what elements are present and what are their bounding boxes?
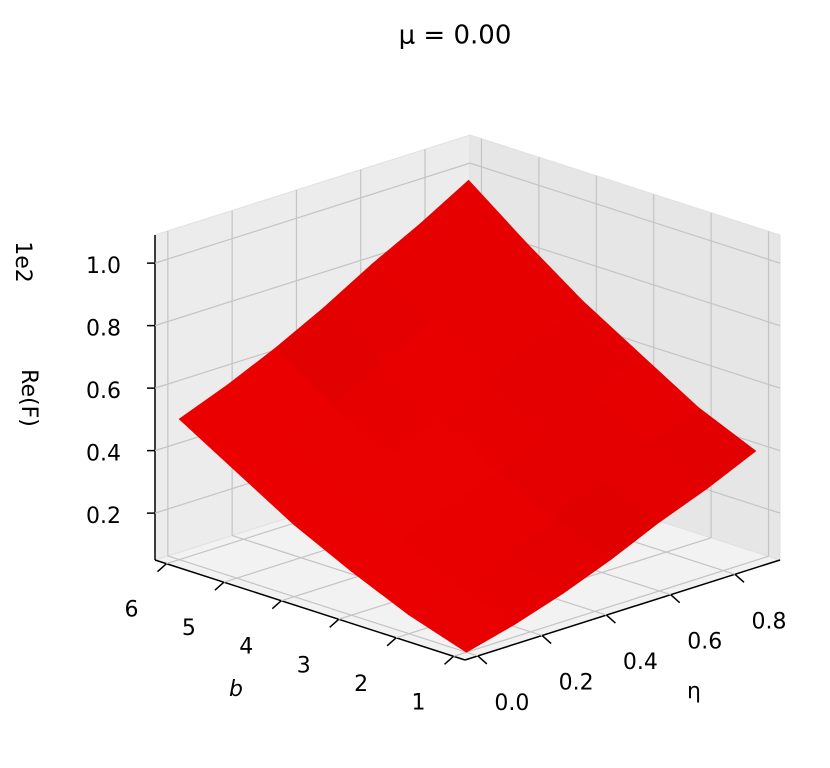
x-axis-line (464, 559, 781, 661)
tick-mark (329, 618, 340, 628)
tick-mark (386, 637, 397, 647)
tick-mark (444, 655, 455, 665)
tick-mark (271, 600, 282, 610)
x-tick-label: 0.8 (752, 609, 787, 634)
surface-cell (408, 586, 516, 653)
y-tick-label: 5 (182, 616, 196, 641)
x-tick-label: 0.4 (623, 650, 658, 675)
tick-mark (734, 573, 745, 583)
y-tick-label: 6 (124, 598, 138, 623)
grid-line (453, 555, 769, 657)
z-tick-label: 0.2 (86, 504, 121, 529)
x-tick-label: 0.0 (494, 691, 529, 716)
tick-mark (214, 581, 225, 591)
x-tick-label: 0.2 (559, 671, 594, 696)
tick-mark (541, 634, 552, 645)
z-tick-label: 0.4 (86, 442, 121, 467)
z-tick-label: 0.6 (86, 379, 121, 404)
y-tick-label: 2 (354, 672, 368, 697)
tick-mark (670, 594, 681, 604)
tick-mark (156, 563, 167, 573)
z-offset-label: 1e2 (10, 241, 35, 283)
z-tick-label: 1.0 (86, 254, 121, 279)
tick-mark (477, 655, 488, 665)
y-axis-label: b (229, 677, 243, 702)
y-axis-line (154, 559, 466, 661)
y-tick-label: 4 (239, 635, 253, 660)
grid-line (167, 555, 479, 657)
tick-mark (605, 614, 616, 624)
y-tick-label: 1 (412, 690, 426, 715)
y-tick-label: 3 (297, 653, 311, 678)
z-tick-label: 0.8 (86, 317, 121, 342)
grid-line (469, 162, 781, 264)
grid-line (154, 162, 471, 264)
x-tick-label: 0.6 (687, 630, 722, 655)
x-axis-label: η (687, 679, 701, 704)
z-axis-label: Re(F) (16, 369, 41, 427)
chart-title: μ = 0.00 (399, 21, 512, 51)
